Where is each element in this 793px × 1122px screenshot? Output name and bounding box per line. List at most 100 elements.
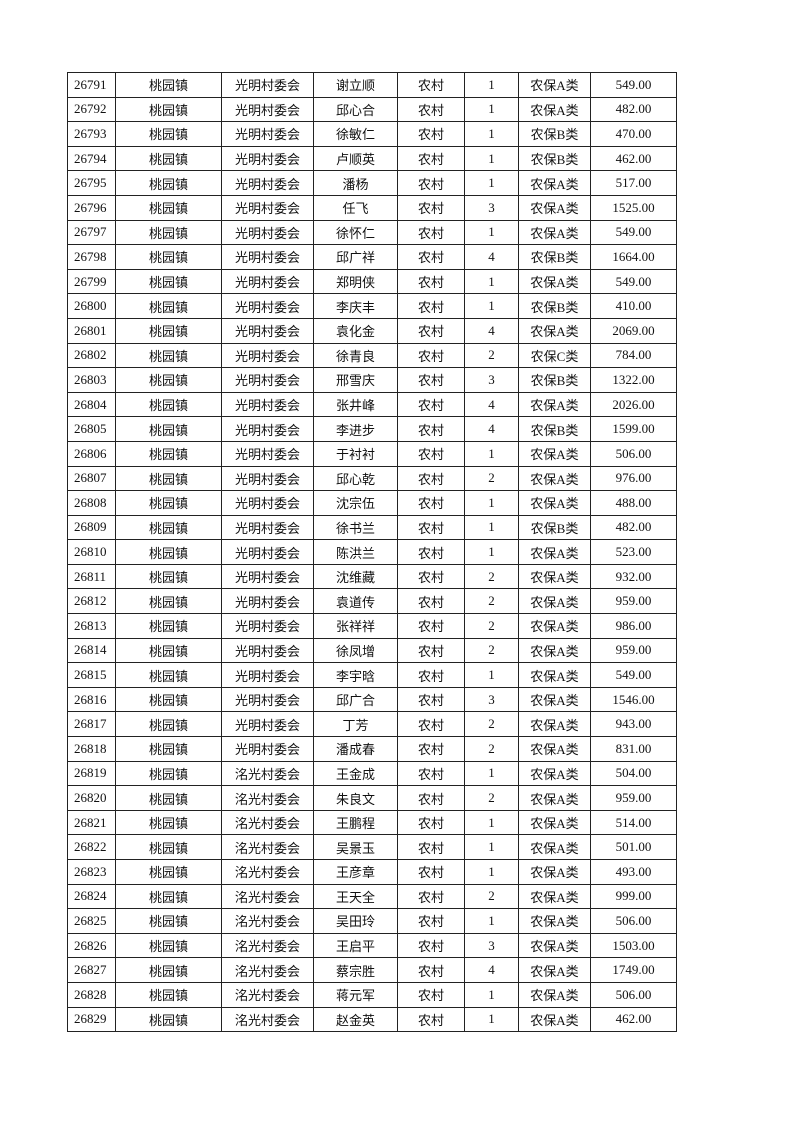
table-row: 26803 桃园镇 光明村委会 邢雪庆 农村 3 农保B类 1322.00 <box>67 367 677 393</box>
cell-count: 1 <box>464 268 519 295</box>
cell-village: 光明村委会 <box>221 588 314 615</box>
cell-amount: 959.00 <box>590 785 677 811</box>
cell-id: 26801 <box>67 317 116 344</box>
cell-category: 农保B类 <box>518 293 591 319</box>
table-row: 26827 桃园镇 洺光村委会 蔡宗胜 农村 4 农保A类 1749.00 <box>67 957 677 983</box>
cell-area: 农村 <box>397 809 465 836</box>
cell-amount: 976.00 <box>590 465 677 492</box>
table-row: 26818 桃园镇 光明村委会 潘成春 农村 2 农保A类 831.00 <box>67 736 677 762</box>
cell-amount: 504.00 <box>590 760 677 787</box>
cell-name: 王彦章 <box>313 859 398 885</box>
cell-village: 洺光村委会 <box>221 834 314 860</box>
cell-town: 桃园镇 <box>115 736 222 762</box>
cell-category: 农保A类 <box>518 957 591 983</box>
table-row: 26796 桃园镇 光明村委会 任飞 农村 3 农保A类 1525.00 <box>67 194 677 221</box>
cell-town: 桃园镇 <box>115 96 222 123</box>
cell-id: 26796 <box>67 194 116 221</box>
cell-id: 26825 <box>67 908 116 934</box>
cell-id: 26797 <box>67 219 116 246</box>
cell-category: 农保A类 <box>518 613 591 639</box>
cell-id: 26811 <box>67 563 116 590</box>
cell-category: 农保A类 <box>518 539 591 565</box>
cell-village: 光明村委会 <box>221 736 314 762</box>
cell-amount: 514.00 <box>590 809 677 836</box>
cell-id: 26795 <box>67 170 116 196</box>
cell-count: 4 <box>464 391 519 418</box>
cell-name: 邱心合 <box>313 96 398 123</box>
cell-area: 农村 <box>397 440 465 467</box>
cell-town: 桃园镇 <box>115 244 222 270</box>
cell-id: 26817 <box>67 711 116 738</box>
cell-area: 农村 <box>397 981 465 1008</box>
cell-village: 光明村委会 <box>221 490 314 516</box>
cell-count: 4 <box>464 957 519 983</box>
cell-count: 2 <box>464 711 519 738</box>
table-row: 26825 桃园镇 洺光村委会 吴田玲 农村 1 农保A类 506.00 <box>67 908 677 934</box>
cell-category: 农保A类 <box>518 170 591 196</box>
cell-id: 26824 <box>67 883 116 910</box>
cell-area: 农村 <box>397 834 465 860</box>
cell-category: 农保B类 <box>518 514 591 541</box>
cell-id: 26805 <box>67 416 116 442</box>
cell-name: 袁道传 <box>313 588 398 615</box>
table-row: 26809 桃园镇 光明村委会 徐书兰 农村 1 农保B类 482.00 <box>67 514 677 541</box>
cell-amount: 549.00 <box>590 662 677 688</box>
cell-town: 桃园镇 <box>115 539 222 565</box>
cell-category: 农保A类 <box>518 440 591 467</box>
cell-name: 徐敏仁 <box>313 121 398 147</box>
cell-category: 农保A类 <box>518 563 591 590</box>
table-row: 26808 桃园镇 光明村委会 沈宗伍 农村 1 农保A类 488.00 <box>67 490 677 516</box>
cell-village: 光明村委会 <box>221 440 314 467</box>
cell-id: 26829 <box>67 1006 116 1033</box>
cell-area: 农村 <box>397 785 465 811</box>
cell-category: 农保B类 <box>518 121 591 147</box>
cell-count: 2 <box>464 785 519 811</box>
cell-name: 徐青良 <box>313 342 398 369</box>
cell-count: 1 <box>464 72 519 98</box>
table-row: 26792 桃园镇 光明村委会 邱心合 农村 1 农保A类 482.00 <box>67 96 677 123</box>
cell-id: 26794 <box>67 145 116 172</box>
cell-village: 光明村委会 <box>221 145 314 172</box>
cell-area: 农村 <box>397 170 465 196</box>
cell-category: 农保A类 <box>518 194 591 221</box>
cell-area: 农村 <box>397 293 465 319</box>
cell-area: 农村 <box>397 514 465 541</box>
cell-town: 桃园镇 <box>115 317 222 344</box>
cell-name: 袁化金 <box>313 317 398 344</box>
cell-category: 农保A类 <box>518 219 591 246</box>
cell-area: 农村 <box>397 1006 465 1033</box>
cell-area: 农村 <box>397 145 465 172</box>
cell-name: 邢雪庆 <box>313 367 398 393</box>
cell-town: 桃园镇 <box>115 760 222 787</box>
cell-area: 农村 <box>397 72 465 98</box>
cell-amount: 1664.00 <box>590 244 677 270</box>
cell-amount: 488.00 <box>590 490 677 516</box>
cell-name: 徐怀仁 <box>313 219 398 246</box>
cell-amount: 517.00 <box>590 170 677 196</box>
cell-count: 4 <box>464 317 519 344</box>
cell-village: 光明村委会 <box>221 170 314 196</box>
cell-area: 农村 <box>397 662 465 688</box>
cell-town: 桃园镇 <box>115 957 222 983</box>
cell-village: 光明村委会 <box>221 514 314 541</box>
cell-category: 农保A类 <box>518 465 591 492</box>
table-row: 26791 桃园镇 光明村委会 谢立顺 农村 1 农保A类 549.00 <box>67 72 677 98</box>
cell-amount: 482.00 <box>590 514 677 541</box>
cell-count: 1 <box>464 145 519 172</box>
table-row: 26813 桃园镇 光明村委会 张祥祥 农村 2 农保A类 986.00 <box>67 613 677 639</box>
cell-town: 桃园镇 <box>115 686 222 713</box>
cell-count: 1 <box>464 440 519 467</box>
cell-town: 桃园镇 <box>115 908 222 934</box>
cell-area: 农村 <box>397 465 465 492</box>
cell-area: 农村 <box>397 96 465 123</box>
cell-name: 李宇晗 <box>313 662 398 688</box>
table-row: 26815 桃园镇 光明村委会 李宇晗 农村 1 农保A类 549.00 <box>67 662 677 688</box>
table-row: 26817 桃园镇 光明村委会 丁芳 农村 2 农保A类 943.00 <box>67 711 677 738</box>
table-row: 26811 桃园镇 光明村委会 沈维藏 农村 2 农保A类 932.00 <box>67 563 677 590</box>
cell-id: 26812 <box>67 588 116 615</box>
cell-count: 2 <box>464 637 519 664</box>
cell-category: 农保A类 <box>518 1006 591 1033</box>
cell-id: 26800 <box>67 293 116 319</box>
cell-town: 桃园镇 <box>115 465 222 492</box>
cell-name: 朱良文 <box>313 785 398 811</box>
